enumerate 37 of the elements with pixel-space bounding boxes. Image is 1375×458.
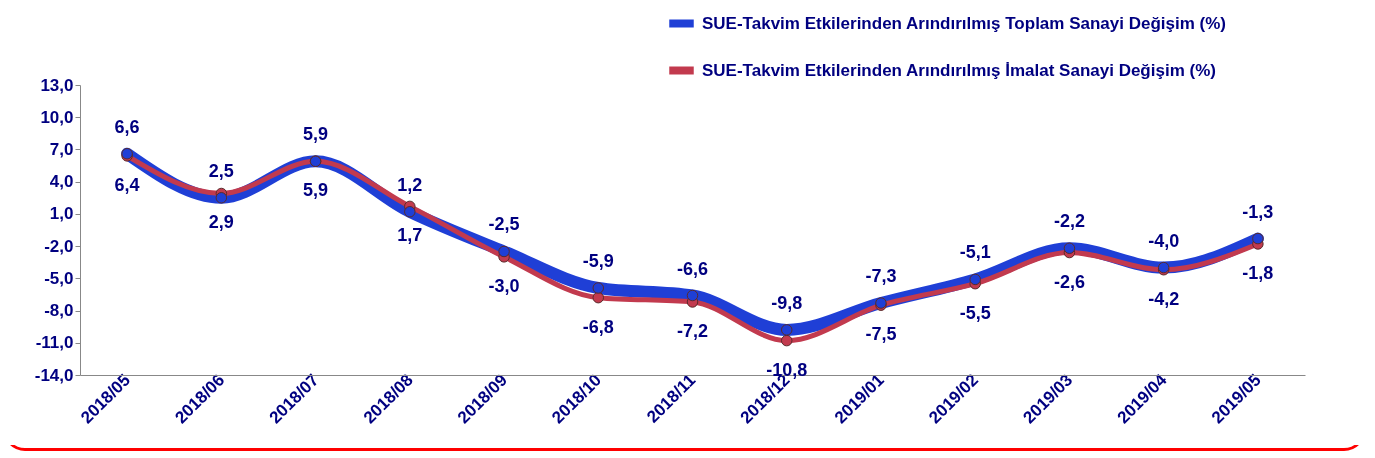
- data-label: -5,5: [959, 302, 991, 323]
- y-tick-label: 10,0: [40, 107, 74, 127]
- data-label: -2,6: [1053, 271, 1085, 292]
- data-label: -1,3: [1242, 201, 1274, 222]
- data-label: 6,6: [114, 116, 140, 137]
- y-tick-label: 13,0: [40, 75, 74, 95]
- data-label: -2,5: [488, 214, 520, 235]
- data-label: 5,9: [303, 124, 329, 145]
- data-label: 2,5: [208, 160, 234, 181]
- data-label: -6,8: [582, 316, 614, 337]
- y-tick-label: -14,0: [34, 365, 74, 385]
- data-label: -7,3: [865, 266, 897, 287]
- legend-label: SUE-Takvim Etkilerinden Arındırılmış Toplam Sanayi Değişim (%): [702, 13, 1226, 33]
- y-tick-label: -8,0: [44, 301, 74, 321]
- y-tick-label: -11,0: [35, 333, 74, 353]
- data-label: -5,1: [959, 242, 991, 263]
- data-label: -6,6: [676, 258, 709, 279]
- legend-label: SUE-Takvim Etkilerinden Arındırılmış İmalat Sanayi Değişim (%): [702, 60, 1216, 80]
- data-label: -4,2: [1148, 288, 1180, 309]
- data-label: -3,0: [488, 275, 520, 296]
- data-label: 5,9: [303, 180, 329, 201]
- data-label: -7,5: [865, 324, 897, 345]
- y-tick-label: 7,0: [49, 139, 74, 159]
- data-label: -9,8: [771, 292, 803, 313]
- data-label: -1,8: [1242, 262, 1274, 283]
- y-tick-label: -2,0: [44, 236, 74, 256]
- data-label: 1,2: [397, 174, 423, 195]
- data-label: 6,4: [114, 174, 140, 195]
- data-label: -2,2: [1053, 211, 1085, 232]
- data-label: 2,9: [208, 212, 234, 233]
- y-tick-label: 1,0: [49, 204, 74, 224]
- data-label: -7,2: [676, 320, 709, 341]
- data-label: -4,0: [1148, 230, 1180, 251]
- y-tick-label: -5,0: [44, 268, 74, 288]
- data-label: 1,7: [397, 225, 423, 246]
- y-tick-label: 4,0: [49, 172, 74, 192]
- data-label: -5,9: [582, 251, 614, 271]
